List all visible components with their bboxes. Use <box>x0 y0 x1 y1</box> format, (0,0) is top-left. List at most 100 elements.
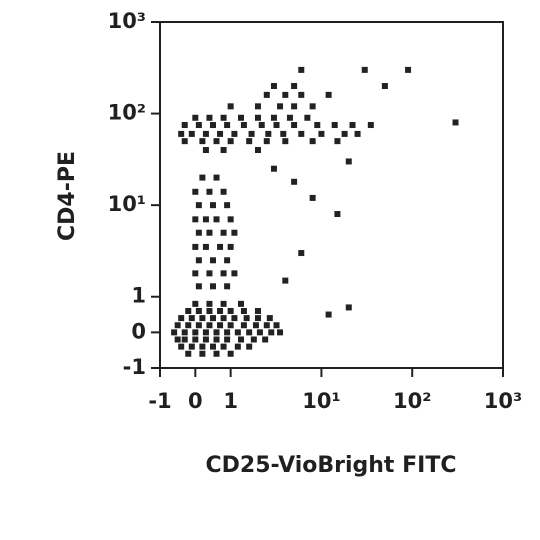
dot <box>237 336 244 343</box>
dot <box>277 103 284 110</box>
x-tick-label: 10² <box>393 389 431 413</box>
dot <box>206 188 213 195</box>
dot <box>178 130 185 137</box>
dot <box>213 216 220 223</box>
dot <box>220 147 227 154</box>
dot <box>224 202 231 209</box>
dot <box>192 216 199 223</box>
dot <box>256 329 263 336</box>
dot <box>199 315 206 322</box>
dot <box>224 122 231 129</box>
dot <box>192 300 199 307</box>
dot <box>192 336 199 343</box>
dot <box>209 202 216 209</box>
dot <box>188 315 195 322</box>
dot <box>224 336 231 343</box>
dot <box>181 122 188 129</box>
dot <box>178 343 185 350</box>
dot <box>291 122 298 129</box>
dot <box>291 103 298 110</box>
dot <box>181 336 188 343</box>
dot <box>254 307 261 314</box>
dot <box>405 66 412 73</box>
dot <box>234 329 241 336</box>
dot <box>199 174 206 181</box>
dot <box>270 114 277 121</box>
dot <box>331 122 338 129</box>
dot <box>213 329 220 336</box>
dot <box>282 277 289 284</box>
dot <box>354 130 361 137</box>
dot <box>209 257 216 264</box>
dot <box>202 216 209 223</box>
dot <box>227 103 234 110</box>
dot <box>206 229 213 236</box>
dot <box>452 119 459 126</box>
dot <box>224 283 231 290</box>
dot <box>192 243 199 250</box>
x-tick-label: 0 <box>188 389 203 413</box>
dot <box>286 114 293 121</box>
dot <box>202 329 209 336</box>
dot <box>334 138 341 145</box>
dot <box>298 250 305 257</box>
dot <box>240 322 247 329</box>
dot <box>270 165 277 172</box>
dot <box>202 130 209 137</box>
dot <box>195 229 202 236</box>
dot <box>318 130 325 137</box>
dot <box>345 158 352 165</box>
dot <box>240 122 247 129</box>
dot <box>309 194 316 201</box>
dot <box>195 122 202 129</box>
dot <box>227 307 234 314</box>
dot <box>325 91 332 98</box>
dot <box>217 130 224 137</box>
dot <box>195 307 202 314</box>
dot <box>178 315 185 322</box>
dot <box>206 270 213 277</box>
dot <box>325 311 332 318</box>
dot <box>199 343 206 350</box>
dot <box>213 350 220 357</box>
dot <box>220 114 227 121</box>
dot <box>231 270 238 277</box>
dot <box>304 114 311 121</box>
dot <box>188 343 195 350</box>
dot <box>282 91 289 98</box>
dot <box>237 114 244 121</box>
dot <box>209 283 216 290</box>
dot <box>206 114 213 121</box>
dot <box>231 130 238 137</box>
dot <box>188 130 195 137</box>
dot <box>220 343 227 350</box>
dot <box>273 122 280 129</box>
dot <box>254 315 261 322</box>
dot <box>192 270 199 277</box>
dot <box>309 103 316 110</box>
dot <box>185 307 192 314</box>
dot <box>209 343 216 350</box>
dot <box>248 130 255 137</box>
dot <box>291 178 298 185</box>
dot <box>206 322 213 329</box>
dot <box>334 211 341 218</box>
dot <box>185 350 192 357</box>
dot <box>298 91 305 98</box>
dot <box>199 138 206 145</box>
y-axis-title: CD4-PE <box>55 151 80 241</box>
dot <box>262 336 269 343</box>
dot <box>266 315 273 322</box>
dot <box>202 147 209 154</box>
dot <box>206 300 213 307</box>
dot <box>231 315 238 322</box>
dot <box>209 122 216 129</box>
y-tick-label: -1 <box>123 355 146 379</box>
dot <box>227 243 234 250</box>
dot <box>202 243 209 250</box>
dot <box>309 138 316 145</box>
dot <box>174 336 181 343</box>
